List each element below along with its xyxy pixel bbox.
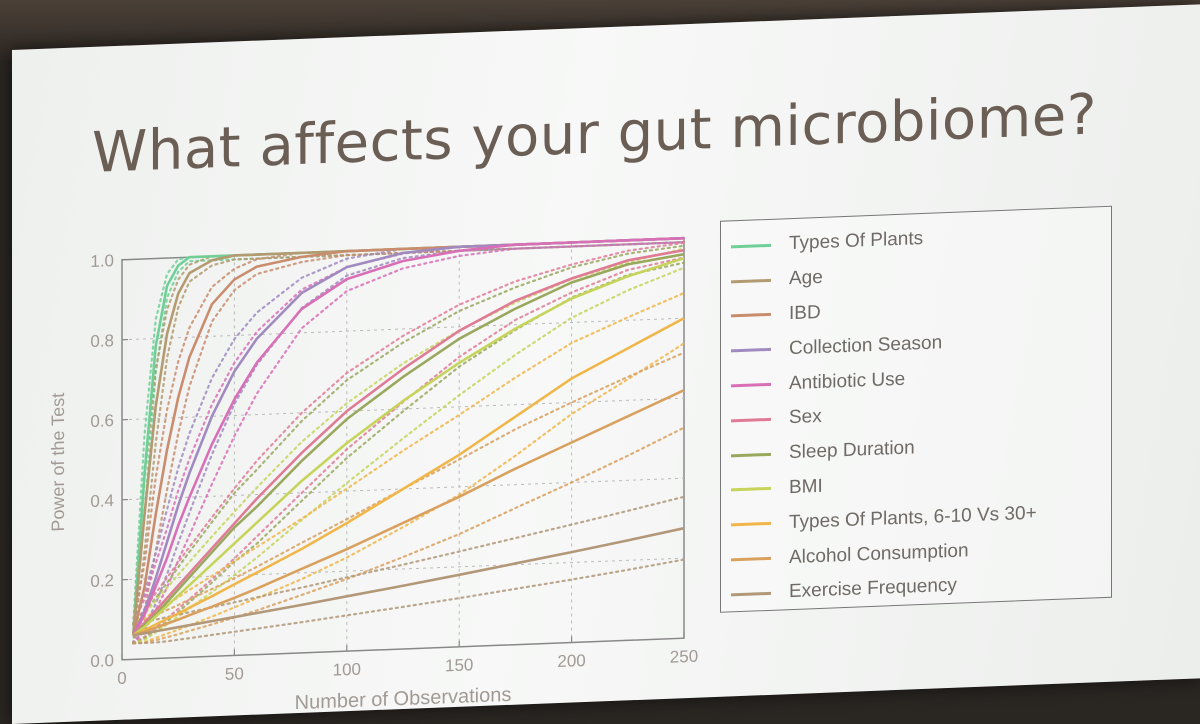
legend-swatch bbox=[731, 417, 771, 423]
series-line bbox=[132, 236, 684, 636]
series-bound-line bbox=[132, 291, 686, 626]
y-tick-label: 0.6 bbox=[90, 411, 114, 431]
power-chart: 0 50 100 150 200 250 0.0 0.2 0.4 0.6 0.8 1.0 Number… bbox=[48, 236, 698, 714]
series-bound-line bbox=[132, 495, 686, 626]
x-tick-label: 50 bbox=[225, 664, 244, 684]
legend-swatch bbox=[731, 556, 771, 562]
legend-swatch bbox=[731, 313, 771, 318]
series-bound-line bbox=[132, 237, 686, 626]
chart-legend: Types Of Plants Age IBD Collection Season An… bbox=[720, 205, 1112, 613]
legend-label: Exercise Frequency bbox=[789, 575, 957, 603]
series-bound-line bbox=[132, 247, 686, 626]
series-bound-line bbox=[132, 266, 686, 645]
y-axis-label: Power of the Test bbox=[48, 392, 68, 531]
legend-swatch bbox=[731, 591, 771, 597]
series-line bbox=[132, 389, 685, 637]
legend-swatch bbox=[731, 243, 771, 249]
y-tick-label: 0.8 bbox=[90, 331, 114, 351]
series-line bbox=[133, 526, 685, 637]
legend-swatch bbox=[731, 522, 771, 527]
series-bound-line bbox=[132, 237, 686, 626]
x-tick-label: 150 bbox=[445, 655, 473, 675]
y-tick-label: 0.4 bbox=[90, 491, 114, 511]
y-tick-label: 0.0 bbox=[90, 651, 114, 671]
series-bound-line bbox=[132, 241, 686, 645]
legend-label: Types Of Plants bbox=[789, 228, 924, 255]
y-gridline bbox=[122, 317, 684, 341]
legend-swatch bbox=[731, 452, 771, 458]
legend-label: IBD bbox=[789, 301, 821, 325]
series-line bbox=[132, 317, 685, 637]
series-bound-line bbox=[132, 237, 686, 626]
x-tick-label: 250 bbox=[670, 647, 698, 667]
series-line bbox=[132, 252, 685, 637]
series-bound-line bbox=[132, 241, 686, 626]
series-bound-line bbox=[132, 237, 686, 626]
x-tick-label: 100 bbox=[333, 660, 361, 680]
legend-label: Alcohol Consumption bbox=[789, 539, 969, 568]
series-bound-line bbox=[132, 426, 686, 645]
y-gridline bbox=[122, 397, 684, 421]
series-bound-line bbox=[132, 342, 686, 645]
legend-swatch bbox=[731, 487, 771, 492]
y-tick-label: 1.0 bbox=[90, 251, 114, 271]
y-tick-label: 0.2 bbox=[90, 571, 114, 591]
presentation-slide: What affects your gut microbiome? 0 50 100… bbox=[12, 4, 1200, 724]
series-bound-line bbox=[132, 558, 686, 645]
legend-label: BMI bbox=[789, 475, 823, 499]
series-bound-line bbox=[132, 237, 686, 626]
legend-label: Sleep Duration bbox=[789, 437, 915, 464]
series-bound-line bbox=[132, 351, 686, 626]
legend-swatch bbox=[731, 348, 771, 353]
legend-swatch bbox=[731, 382, 771, 388]
legend-label: Collection Season bbox=[789, 332, 943, 359]
legend-swatch bbox=[731, 278, 771, 284]
x-tick-label: 0 bbox=[117, 669, 126, 688]
x-axis-label: Number of Observations bbox=[295, 684, 512, 714]
legend-label: Sex bbox=[789, 406, 822, 429]
legend-label: Types Of Plants, 6-10 Vs 30+ bbox=[789, 502, 1037, 533]
x-tick-label: 200 bbox=[557, 651, 585, 671]
legend-label: Age bbox=[789, 267, 823, 290]
series-line bbox=[132, 248, 685, 637]
legend-label: Antibiotic Use bbox=[789, 368, 906, 394]
series-line bbox=[132, 256, 685, 637]
series-bound-line bbox=[132, 244, 686, 626]
